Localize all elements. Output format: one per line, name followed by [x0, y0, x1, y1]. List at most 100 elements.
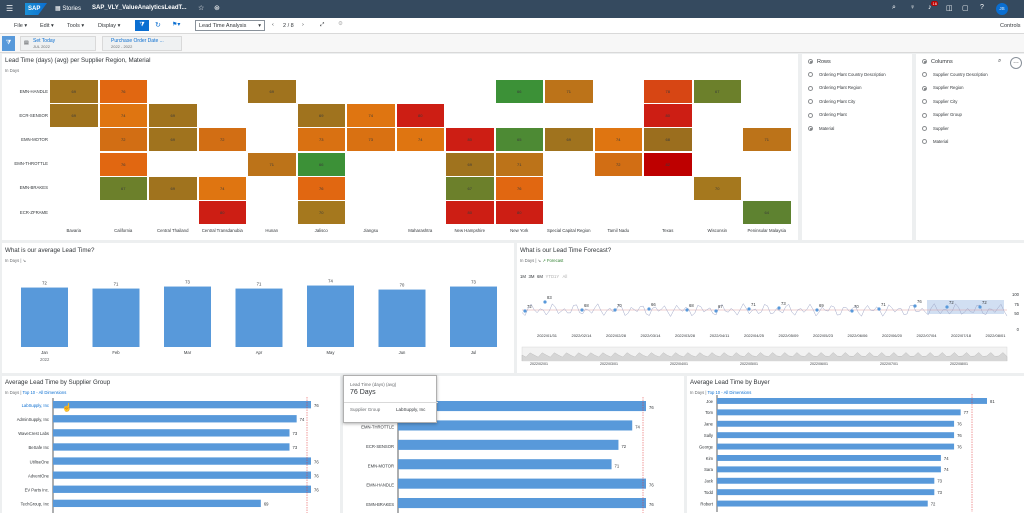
supplier-panel[interactable]: Average Lead Time by Supplier Group In D…	[2, 376, 340, 513]
material-panel[interactable]: 76ECR-ZFRAME74EMN-THROTTLE72ECR-SENSOR71…	[343, 376, 684, 513]
heatmap-cell[interactable]: 80	[396, 104, 444, 128]
heatmap-cell[interactable]: 68	[644, 128, 692, 152]
filter-panel-button[interactable]: ⧩	[2, 36, 15, 51]
forecast-panel[interactable]: What is our Lead Time Forecast? In Days …	[517, 243, 1024, 373]
heatmap-cell[interactable]: 67	[446, 176, 494, 200]
heatmap-cell[interactable]: 74	[594, 128, 642, 152]
menu-edit[interactable]: Edit ▾	[40, 23, 54, 29]
heatmap-cell[interactable]: 66	[495, 80, 543, 103]
filter-po-date[interactable]: Purchase Order Date ... 2022 - 2022	[102, 36, 182, 51]
heatmap-cell[interactable]: 71	[248, 152, 296, 176]
heatmap-cell[interactable]: 67	[693, 80, 741, 103]
heatmap-cell[interactable]: 69	[149, 128, 197, 152]
radio-option[interactable]: Ordering Plant Country Description	[808, 72, 886, 78]
range-button[interactable]: 1Y	[554, 274, 560, 279]
heatmap-cell[interactable]: 69	[248, 80, 296, 103]
topn-link[interactable]: Top 10 - All Dimensions	[22, 390, 67, 395]
heatmap-cell[interactable]: 69	[149, 104, 197, 128]
topn-link[interactable]: Top 10 - All Dimensions	[707, 390, 752, 395]
range-button[interactable]: 1M	[520, 274, 526, 279]
radio-option[interactable]: Supplier Group	[922, 112, 962, 118]
heatmap-cell[interactable]: 69	[297, 104, 345, 128]
buyer-panel[interactable]: Average Lead Time by Buyer In Days | Top…	[687, 376, 1024, 513]
heatmap-cell[interactable]: 80	[446, 128, 494, 152]
heatmap-cell[interactable]: 71	[495, 152, 543, 176]
fullscreen-icon[interactable]: ⤢	[320, 22, 325, 28]
heatmap-cell[interactable]: 76	[99, 152, 147, 176]
avg-leadtime-panel[interactable]: What is our average Lead Time? In Days |…	[2, 243, 514, 373]
avatar[interactable]: JS	[996, 3, 1008, 15]
radio-option[interactable]: Supplier	[922, 126, 949, 131]
radio-option[interactable]: Ordering Plant Region	[808, 85, 862, 91]
heatmap-cell[interactable]: 71	[545, 80, 593, 103]
radio-option[interactable]: Supplier Region	[922, 85, 964, 91]
radio-option[interactable]: Supplier City	[922, 99, 957, 105]
heatmap-cell[interactable]: 69	[50, 80, 98, 103]
radio-option[interactable]: Ordering Plant	[808, 112, 847, 118]
heatmap-cell[interactable]: 70	[297, 201, 345, 224]
feedback-icon[interactable]: ▢	[962, 5, 969, 12]
heatmap-cell[interactable]: 65	[495, 128, 543, 152]
more-options-button[interactable]: …	[1010, 57, 1022, 69]
menu-display[interactable]: Display ▾	[98, 23, 121, 29]
heatmap-cell[interactable]: 73	[347, 128, 395, 152]
next-page-icon[interactable]: ›	[302, 22, 304, 28]
heatmap-cell[interactable]: 70	[693, 176, 741, 200]
share-icon[interactable]: ⊛	[214, 5, 220, 12]
heatmap-cell[interactable]: 74	[198, 176, 246, 200]
heatmap-cell[interactable]: 80	[644, 104, 692, 128]
heatmap-cell[interactable]: 78	[644, 80, 692, 103]
menu-file[interactable]: File ▾	[14, 23, 28, 29]
filter-toggle-button[interactable]: ⧩	[135, 20, 149, 31]
range-button[interactable]: YTD	[545, 274, 555, 279]
search-icon[interactable]: ⌕	[892, 4, 896, 11]
chat-icon[interactable]: ◫	[946, 5, 953, 12]
radio-option[interactable]: Material	[808, 126, 834, 131]
favorite-icon[interactable]: ☆	[198, 5, 205, 12]
bell-icon[interactable]: ♪	[928, 4, 932, 11]
range-button[interactable]: 6M	[537, 274, 543, 279]
refresh-icon[interactable]: ↻	[155, 22, 161, 29]
stories-link[interactable]: ▦ Stories	[55, 6, 82, 12]
filter-set-today[interactable]: ▤ Set Today JUL 2022	[20, 36, 96, 51]
heatmap-cell[interactable]: 82	[644, 152, 692, 176]
heatmap-cell[interactable]: 74	[396, 128, 444, 152]
heatmap-cell[interactable]: 80	[198, 201, 246, 224]
radio-option[interactable]: Material	[922, 139, 948, 145]
help-icon[interactable]: ?	[980, 4, 984, 11]
search-columns-icon[interactable]: ⌕	[998, 58, 1002, 64]
heatmap-cell[interactable]: 80	[495, 201, 543, 224]
heatmap-cell[interactable]: 73	[297, 128, 345, 152]
settings-icon[interactable]: ⚙	[338, 21, 343, 27]
radio-option[interactable]: Ordering Plant City	[808, 99, 855, 105]
heatmap-cell[interactable]: 72	[99, 128, 147, 152]
heatmap-cell[interactable]: 76	[297, 176, 345, 200]
heatmap-cell[interactable]: 64	[743, 201, 791, 224]
controls-link[interactable]: Controls	[1000, 23, 1021, 29]
bulb-icon[interactable]: ♀	[910, 4, 916, 11]
heatmap-cell[interactable]: 69	[50, 104, 98, 128]
heatmap-cell[interactable]: 67	[99, 176, 147, 200]
heatmap-cell[interactable]: 66	[297, 152, 345, 176]
heatmap-cell[interactable]: 69	[149, 176, 197, 200]
heatmap-panel[interactable]: Lead Time (days) (avg) per Supplier Regi…	[2, 54, 798, 240]
prev-page-icon[interactable]: ‹	[272, 22, 274, 28]
heatmap-cell[interactable]: 76	[99, 80, 147, 103]
heatmap-cell[interactable]: 74	[99, 104, 147, 128]
heatmap-cell[interactable]: 74	[347, 104, 395, 128]
heatmap-cell[interactable]: 80	[446, 201, 494, 224]
heatmap-cell[interactable]: 69	[446, 152, 494, 176]
heatmap-cell[interactable]: 72	[594, 152, 642, 176]
sap-logo[interactable]: SAP	[25, 3, 47, 15]
radio-option[interactable]: Supplier Country Description	[922, 72, 988, 78]
page-select[interactable]: Lead Time Analysis ▾	[195, 20, 265, 31]
heatmap-cell[interactable]: 71	[743, 128, 791, 152]
range-button[interactable]: 3M	[528, 274, 535, 279]
range-button[interactable]: All	[562, 274, 568, 279]
bookmark-icon[interactable]: ⚑▾	[172, 22, 181, 28]
menu-tools[interactable]: Tools ▾	[67, 23, 85, 29]
menu-icon[interactable]: ☰	[6, 4, 14, 13]
heatmap-cell[interactable]: 72	[198, 128, 246, 152]
heatmap-cell[interactable]: 69	[545, 128, 593, 152]
heatmap-cell[interactable]: 76	[495, 176, 543, 200]
